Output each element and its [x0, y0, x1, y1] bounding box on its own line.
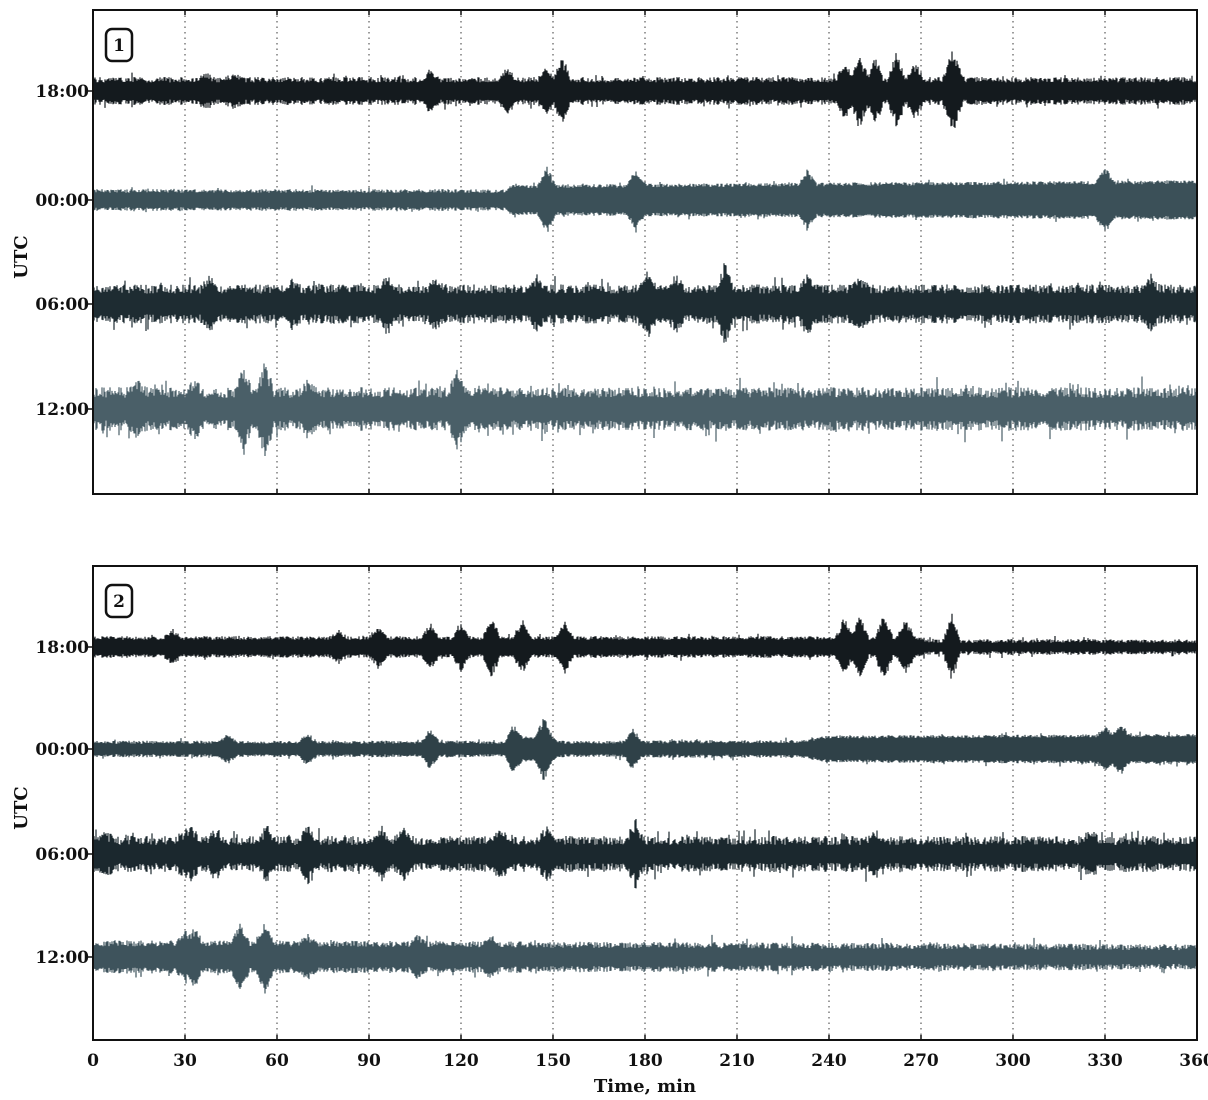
- hour-label: 06:00: [35, 845, 89, 865]
- x-tick-label: 30: [173, 1051, 197, 1071]
- trace-1800: [93, 51, 1197, 128]
- x-tick-label: 270: [903, 1051, 939, 1071]
- x-tick-label: 120: [443, 1051, 479, 1071]
- x-axis-title: Time, min: [594, 1076, 696, 1097]
- hour-label: 00:00: [35, 740, 89, 760]
- x-tick-label: 300: [995, 1051, 1031, 1071]
- hour-label: 18:00: [35, 638, 89, 658]
- hour-label: 18:00: [35, 82, 89, 102]
- panel-number: 2: [113, 592, 125, 612]
- x-tick-label: 0: [87, 1051, 99, 1071]
- hour-label: 12:00: [35, 400, 89, 420]
- x-tick-label: 210: [719, 1051, 755, 1071]
- trace-1800: [93, 613, 1197, 679]
- hour-label: 06:00: [35, 295, 89, 315]
- panel-badge: [104, 27, 134, 63]
- hour-label: 12:00: [35, 948, 89, 968]
- panel-1: 18:00 00:00 06:00 12:00 1 UTC: [11, 9, 1198, 495]
- x-tick-label: 180: [627, 1051, 663, 1071]
- trace-1200: [93, 923, 1197, 994]
- y-axis-title: UTC: [11, 235, 32, 278]
- y-axis-title: UTC: [11, 786, 32, 829]
- x-tick-label: 150: [535, 1051, 571, 1071]
- x-tick-label: 240: [811, 1051, 847, 1071]
- x-tick-label: 90: [357, 1051, 381, 1071]
- x-tick-label: 330: [1087, 1051, 1123, 1071]
- trace-0000: [93, 166, 1197, 233]
- x-tick-label: 360: [1179, 1051, 1208, 1071]
- hour-label: 00:00: [35, 191, 89, 211]
- x-tick-label: 60: [265, 1051, 289, 1071]
- panel-badge: [104, 583, 134, 619]
- trace-1200: [93, 363, 1197, 456]
- panel-2: 18:00 00:00 06:00 12:00 2 UTC: [11, 565, 1198, 1041]
- trace-0600: [93, 819, 1197, 889]
- panel-number: 1: [113, 36, 125, 56]
